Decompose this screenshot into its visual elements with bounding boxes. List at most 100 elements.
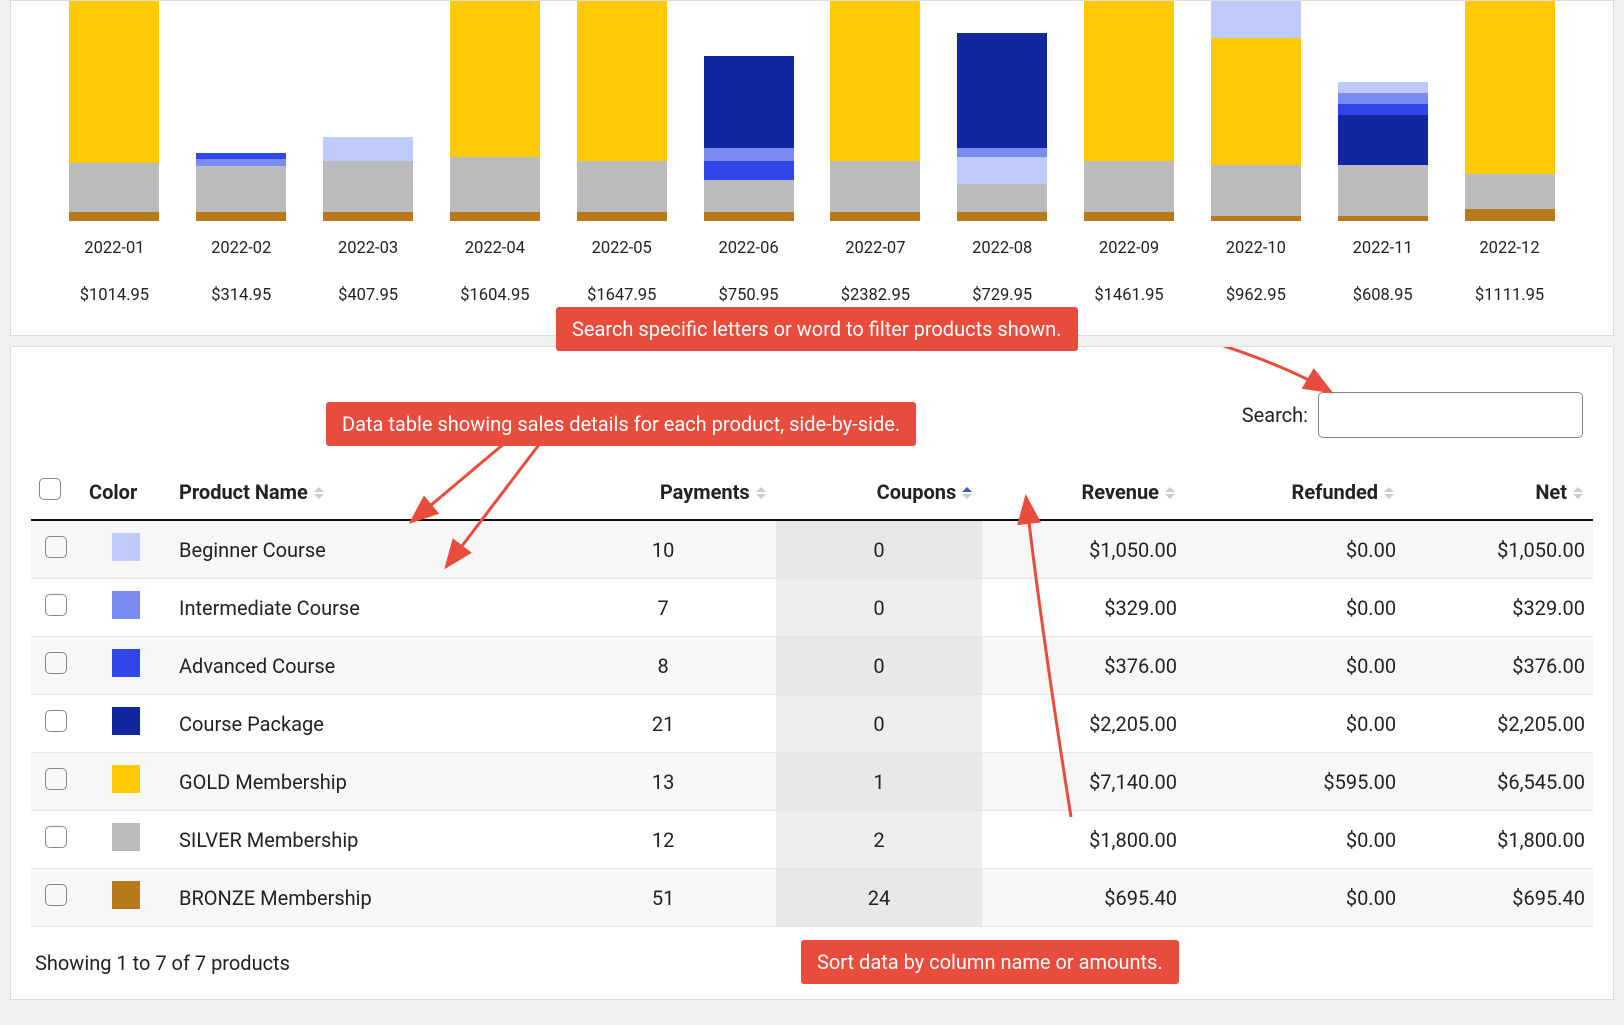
chart-bar: [323, 1, 413, 221]
search-input[interactable]: [1318, 392, 1583, 438]
bar-segment-bronze: [69, 212, 159, 221]
x-label: 2022-08: [957, 239, 1047, 258]
coupons-header[interactable]: Coupons: [776, 468, 983, 520]
revenue-header[interactable]: Revenue: [982, 468, 1185, 520]
bar-segment-gold: [1084, 1, 1174, 161]
bar-segment-bronze: [1084, 212, 1174, 221]
bar-segment-gold: [450, 1, 540, 157]
x-total: $314.95: [196, 286, 286, 305]
payments-header[interactable]: Payments: [551, 468, 776, 520]
net-header[interactable]: Net: [1404, 468, 1593, 520]
bar-segment-silver: [1211, 165, 1301, 215]
color-swatch: [112, 881, 140, 909]
bar-segment-advanced: [704, 161, 794, 179]
table-row: Beginner Course100$1,050.00$0.00$1,050.0…: [31, 520, 1593, 579]
search-label: Search:: [1242, 403, 1308, 427]
refunded-header[interactable]: Refunded: [1185, 468, 1404, 520]
bar-segment-bronze: [196, 212, 286, 221]
bar-segment-beginner: [1211, 1, 1301, 38]
row-checkbox[interactable]: [45, 594, 67, 616]
product-name-cell: BRONZE Membership: [171, 869, 551, 927]
x-label: 2022-04: [450, 239, 540, 258]
coupons-cell: 0: [776, 695, 983, 753]
sort-icon: [1384, 487, 1396, 499]
bar-segment-silver: [196, 166, 286, 212]
select-all-header[interactable]: [31, 468, 81, 520]
color-swatch: [112, 649, 140, 677]
x-label: 2022-12: [1465, 239, 1555, 258]
coupons-cell: 0: [776, 520, 983, 579]
x-total: $1461.95: [1084, 286, 1174, 305]
x-total: $962.95: [1211, 286, 1301, 305]
table-row: BRONZE Membership5124$695.40$0.00$695.40: [31, 869, 1593, 927]
color-swatch: [112, 533, 140, 561]
table-row: Advanced Course80$376.00$0.00$376.00: [31, 637, 1593, 695]
bar-segment-intermediate: [1338, 93, 1428, 104]
chart-x-labels: 2022-012022-022022-032022-042022-052022-…: [11, 239, 1613, 258]
bar-segment-bronze: [323, 212, 413, 221]
refunded-cell: $0.00: [1185, 520, 1404, 579]
x-total: $2382.95: [830, 286, 920, 305]
row-checkbox[interactable]: [45, 652, 67, 674]
products-table: Color Product Name Payments Coupons Reve…: [31, 468, 1593, 927]
bar-segment-package: [957, 33, 1047, 148]
row-checkbox[interactable]: [45, 710, 67, 732]
product-name-cell: Intermediate Course: [171, 579, 551, 637]
refunded-cell: $0.00: [1185, 637, 1404, 695]
select-all-checkbox[interactable]: [39, 478, 61, 500]
x-total: $608.95: [1338, 286, 1428, 305]
color-header[interactable]: Color: [81, 468, 171, 520]
row-checkbox[interactable]: [45, 884, 67, 906]
bar-segment-intermediate: [196, 159, 286, 166]
chart-bar: [577, 1, 667, 221]
bar-segment-bronze: [1465, 209, 1555, 221]
bar-segment-advanced: [1338, 104, 1428, 115]
bar-segment-gold: [1465, 1, 1555, 174]
bar-segment-beginner: [1338, 82, 1428, 93]
x-label: 2022-10: [1211, 239, 1301, 258]
row-checkbox[interactable]: [45, 768, 67, 790]
search-tip-callout: Search specific letters or word to filte…: [556, 307, 1078, 351]
x-total: $1647.95: [577, 286, 667, 305]
net-cell: $329.00: [1404, 579, 1593, 637]
payments-cell: 7: [551, 579, 776, 637]
revenue-cell: $1,800.00: [982, 811, 1185, 869]
bar-segment-intermediate: [704, 148, 794, 162]
payments-cell: 51: [551, 869, 776, 927]
sort-icon: [756, 487, 768, 499]
chart-bar: [704, 1, 794, 221]
net-cell: $2,205.00: [1404, 695, 1593, 753]
x-total: $407.95: [323, 286, 413, 305]
sort-icon: [314, 487, 326, 499]
x-label: 2022-09: [1084, 239, 1174, 258]
chart-x-totals: $1014.95$314.95$407.95$1604.95$1647.95$7…: [11, 286, 1613, 305]
bar-segment-beginner: [957, 157, 1047, 185]
revenue-cell: $2,205.00: [982, 695, 1185, 753]
x-label: 2022-06: [704, 239, 794, 258]
refunded-cell: $0.00: [1185, 869, 1404, 927]
bar-segment-gold: [577, 1, 667, 161]
chart-bar: [450, 1, 540, 221]
color-swatch: [112, 707, 140, 735]
bar-segment-beginner: [323, 137, 413, 162]
row-checkbox[interactable]: [45, 536, 67, 558]
coupons-cell: 0: [776, 579, 983, 637]
bar-segment-intermediate: [957, 148, 1047, 157]
coupons-cell: 1: [776, 753, 983, 811]
x-total: $1014.95: [69, 286, 159, 305]
chart-bar: [69, 1, 159, 221]
product-name-cell: Beginner Course: [171, 520, 551, 579]
coupons-cell: 2: [776, 811, 983, 869]
bar-segment-gold: [830, 1, 920, 161]
color-swatch: [112, 823, 140, 851]
revenue-cell: $329.00: [982, 579, 1185, 637]
product-name-header[interactable]: Product Name: [171, 468, 551, 520]
chart-bar: [196, 1, 286, 221]
row-checkbox[interactable]: [45, 826, 67, 848]
bar-segment-silver: [323, 161, 413, 211]
sort-icon: [1165, 487, 1177, 499]
bar-segment-silver: [830, 161, 920, 211]
sort-icon: [962, 487, 974, 499]
product-table-panel: Search specific letters or word to filte…: [10, 346, 1614, 1000]
refunded-cell: $0.00: [1185, 695, 1404, 753]
